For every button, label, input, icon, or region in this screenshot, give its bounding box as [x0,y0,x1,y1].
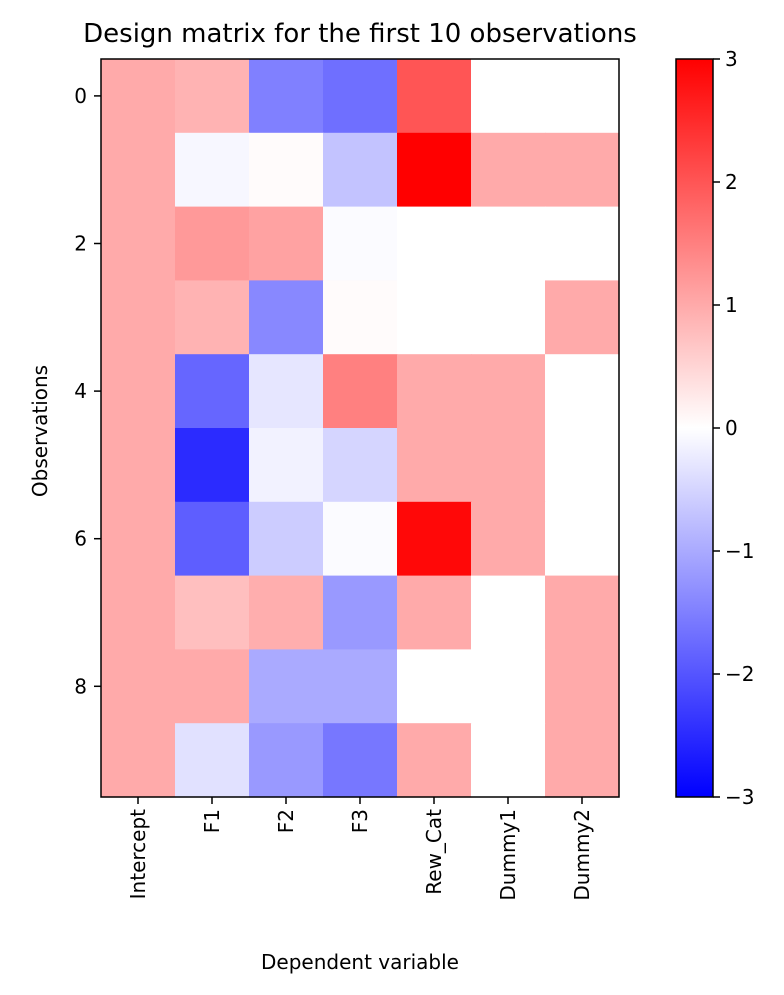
colorbar-tick-label: −1 [725,539,754,563]
heatmap-cell [397,723,472,798]
heatmap-cell [545,280,620,355]
heatmap-cell [323,428,398,503]
x-tick-label: F2 [274,809,298,833]
heatmap-cell [545,575,620,650]
heatmap-cell [323,649,398,724]
heatmap-cell [101,132,176,208]
heatmap-cell [471,501,546,577]
x-tick-label: Rew_Cat [422,809,446,895]
heatmap-cell [101,59,176,134]
y-tick-label: 0 [74,84,87,108]
chart-title: Design matrix for the first 10 observati… [83,19,637,49]
heatmap-cell [323,59,398,134]
heatmap-cell [397,206,472,281]
colorbar [675,58,714,798]
heatmap-cell [249,575,324,650]
heatmap-cell [175,501,250,577]
heatmap-cell [397,501,472,577]
heatmap-cell [101,206,176,281]
heatmap-cell [323,354,398,429]
heatmap-cell [471,280,546,355]
heatmap-cell [397,132,472,208]
colorbar-tick-label: 2 [725,170,738,194]
heatmap-cell [101,280,176,355]
heatmap-cell [545,206,620,281]
colorbar-tick-label: −2 [725,662,754,686]
heatmap-cell [323,206,398,281]
heatmap-cell [397,354,472,429]
heatmap-cell [101,428,176,503]
x-axis-ticks: Intercept F1 F2 F3 Rew_Cat Dummy1 Dummy2 [126,797,594,901]
heatmap-cell [175,59,250,134]
colorbar-ticks: −3 −2 −1 0 1 2 3 [713,47,754,809]
heatmap-cell [545,354,620,429]
x-tick-label: F3 [348,809,372,833]
heatmap-cell [323,575,398,650]
heatmap-cell [101,575,176,650]
heatmap-cell [471,59,546,134]
heatmap-cell [545,132,620,208]
heatmap-cell [471,649,546,724]
heatmap-cell [397,280,472,355]
colorbar-tick-label: 0 [725,416,738,440]
heatmap-cell [175,354,250,429]
heatmap-cell [471,723,546,798]
heatmap-cell [175,428,250,503]
x-axis-label: Dependent variable [261,950,459,974]
heatmap-cell [249,206,324,281]
heatmap-cell [175,280,250,355]
x-tick-label: Dummy2 [570,809,594,901]
heatmap-cell [249,649,324,724]
heatmap-cell [397,59,472,134]
heatmap-cell [397,649,472,724]
heatmap-cell [545,501,620,577]
heatmap-cell [471,354,546,429]
heatmap-cell [471,132,546,208]
heatmap-cell [101,649,176,724]
heatmap-cell [545,428,620,503]
heatmap-cell [471,206,546,281]
y-tick-label: 4 [74,379,87,403]
heatmap-cell [249,354,324,429]
heatmap-cell [249,132,324,208]
y-axis-label: Observations [28,365,52,497]
x-tick-label: Dummy1 [496,809,520,901]
heatmap-cell [323,280,398,355]
heatmap-cell [323,723,398,798]
colorbar-tick-label: 3 [725,47,738,71]
y-tick-label: 6 [74,527,87,551]
heatmap-cell [545,59,620,134]
heatmap-cells [101,59,620,798]
heatmap-cell [249,723,324,798]
y-tick-label: 8 [74,674,87,698]
y-tick-label: 2 [74,232,87,256]
heatmap-cell [323,132,398,208]
heatmap-cell [175,575,250,650]
y-axis-ticks: 0 2 4 6 8 [74,84,101,698]
heatmap-cell [175,132,250,208]
heatmap-cell [175,206,250,281]
heatmap-cell [175,649,250,724]
heatmap-cell [249,428,324,503]
heatmap-cell [175,723,250,798]
heatmap-cell [545,649,620,724]
heatmap-cell [249,280,324,355]
x-tick-label: Intercept [126,809,150,900]
colorbar-tick-label: 1 [725,293,738,317]
x-tick-label: F1 [200,809,224,833]
heatmap-cell [323,501,398,577]
heatmap-cell [101,354,176,429]
heatmap-cell [249,59,324,134]
colorbar-tick-label: −3 [725,785,754,809]
heatmap-cell [397,428,472,503]
heatmap-cell [101,501,176,577]
heatmap-cell [101,723,176,798]
heatmap-cell [249,501,324,577]
heatmap-cell [545,723,620,798]
heatmap-cell [471,575,546,650]
heatmap-cell [397,575,472,650]
heatmap-cell [471,428,546,503]
